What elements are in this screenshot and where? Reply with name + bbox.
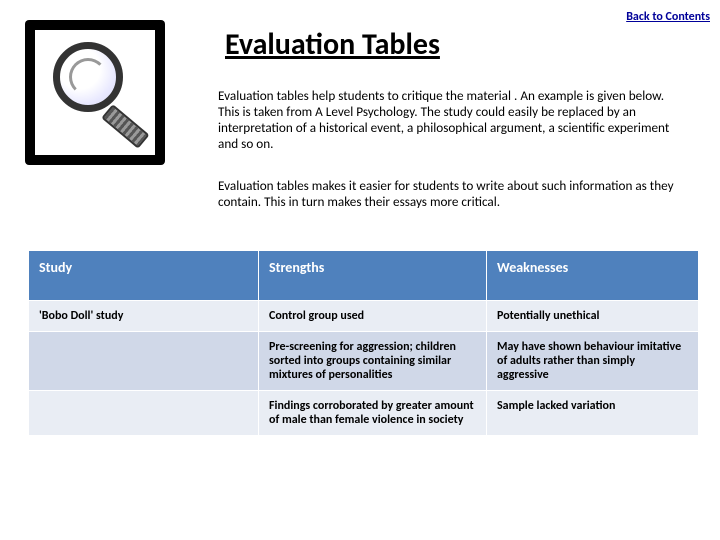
table-row: Pre-screening for aggression; children s… bbox=[29, 332, 699, 391]
header-strengths: Strengths bbox=[259, 251, 487, 301]
cell-weakness: Potentially unethical bbox=[487, 301, 699, 332]
cell-strength: Control group used bbox=[259, 301, 487, 332]
table-row: Findings corroborated by greater amount … bbox=[29, 391, 699, 436]
cell-strength: Findings corroborated by greater amount … bbox=[259, 391, 487, 436]
intro-paragraph-1: Evaluation tables help students to criti… bbox=[218, 88, 678, 151]
cell-weakness: Sample lacked variation bbox=[487, 391, 699, 436]
table-row: 'Bobo Doll' study Control group used Pot… bbox=[29, 301, 699, 332]
header-weaknesses: Weaknesses bbox=[487, 251, 699, 301]
back-to-contents-link[interactable]: Back to Contents bbox=[626, 10, 710, 24]
cell-study: 'Bobo Doll' study bbox=[29, 301, 259, 332]
page-title: Evaluation Tables bbox=[225, 26, 440, 63]
cell-study bbox=[29, 332, 259, 391]
intro-paragraph-2: Evaluation tables makes it easier for st… bbox=[218, 178, 678, 210]
cell-study bbox=[29, 391, 259, 436]
evaluation-table: Study Strengths Weaknesses 'Bobo Doll' s… bbox=[28, 250, 699, 436]
cell-strength: Pre-screening for aggression; children s… bbox=[259, 332, 487, 391]
magnifier-icon bbox=[25, 20, 165, 165]
table-header-row: Study Strengths Weaknesses bbox=[29, 251, 699, 301]
header-study: Study bbox=[29, 251, 259, 301]
cell-weakness: May have shown behaviour imitative of ad… bbox=[487, 332, 699, 391]
